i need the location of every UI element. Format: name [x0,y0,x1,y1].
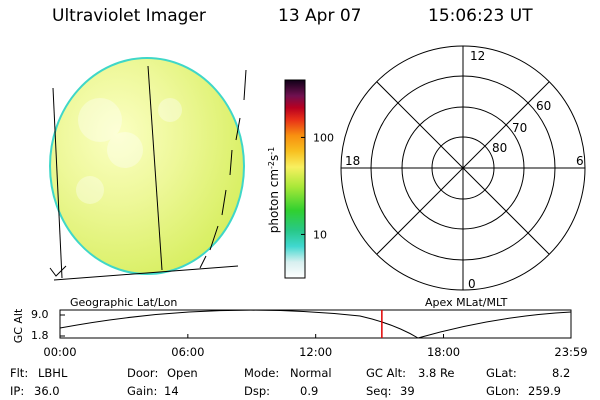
altitude-x-tick-label: 00:00 [43,345,76,359]
altitude-x-tick-label: 18:00 [427,345,460,359]
info-door-key: Door: [127,366,159,380]
info-dsp-key: Dsp: [244,384,271,398]
mlt-label-6: 6 [576,154,584,168]
altitude-y-label: GC Alt [12,308,25,343]
info-gain-key: Gain: [127,384,158,398]
earth-disk [49,57,245,275]
geographic-caption: Geographic Lat/Lon [70,296,178,309]
polar-plot [340,45,586,291]
altitude-ytick-top: 9.0 [31,308,49,321]
altitude-x-tick-label: 12:00 [299,345,332,359]
image-date: 13 Apr 07 [278,6,362,26]
colorbar: 100 10 photon cm-2s-1 [267,79,334,279]
info-seq-key: Seq: [366,384,392,398]
info-glon-value: 259.9 [528,384,561,398]
disk-noise [76,98,182,204]
info-dsp-value: 0.9 [300,384,319,398]
info-mode-key: Mode: [244,366,280,380]
info-gcalt-key: GC Alt: [366,366,407,380]
altitude-x-tick-label: 06:00 [171,345,204,359]
polar-labels: 12 0 18 6 60 70 80 [345,49,584,291]
mlt-label-12: 12 [470,49,485,63]
uv-image-panel [49,57,247,281]
info-seq-value: 39 [400,384,415,398]
altitude-plot-frame [59,309,572,339]
info-glon-key: GLon: [486,384,520,398]
info-glat-value: 8.2 [552,366,571,380]
mlat-label-70: 70 [512,121,527,135]
info-gcalt-value: 3.8 Re [418,366,455,380]
app-title: Ultraviolet Imager [52,6,206,26]
colorbar-gradient [284,79,306,279]
mlat-label-60: 60 [536,99,551,113]
colorbar-tick-label: 100 [313,131,334,144]
info-flt-value: LBHL [38,366,68,380]
info-gain-value: 14 [164,384,179,398]
altitude-x-tick-label: 23:59 [554,345,587,359]
geo-grid-lines [49,65,247,281]
mlat-label-80: 80 [492,141,507,155]
altitude-curve [59,309,572,339]
info-mode-value: Normal [290,366,332,380]
info-flt-key: Flt: [10,366,29,380]
mlt-label-18: 18 [345,154,360,168]
info-ip-value: 36.0 [34,384,60,398]
colorbar-tick-label: 10 [313,228,327,241]
altitude-plot: GC Alt 9.0 1.8 00:00 06:00 12:00 18:00 23:59 [12,308,588,359]
altitude-ytick-bottom: 1.8 [31,329,49,342]
mlt-label-0: 0 [468,277,476,291]
image-time: 15:06:23 UT [428,6,533,26]
apex-caption: Apex MLat/MLT [425,296,508,309]
info-ip-key: IP: [10,384,25,398]
info-door-value: Open [167,366,198,380]
colorbar-label: photon cm-2s-1 [267,147,281,234]
polar-diagonal-2 [376,81,550,255]
info-glat-key: GLat: [486,366,517,380]
